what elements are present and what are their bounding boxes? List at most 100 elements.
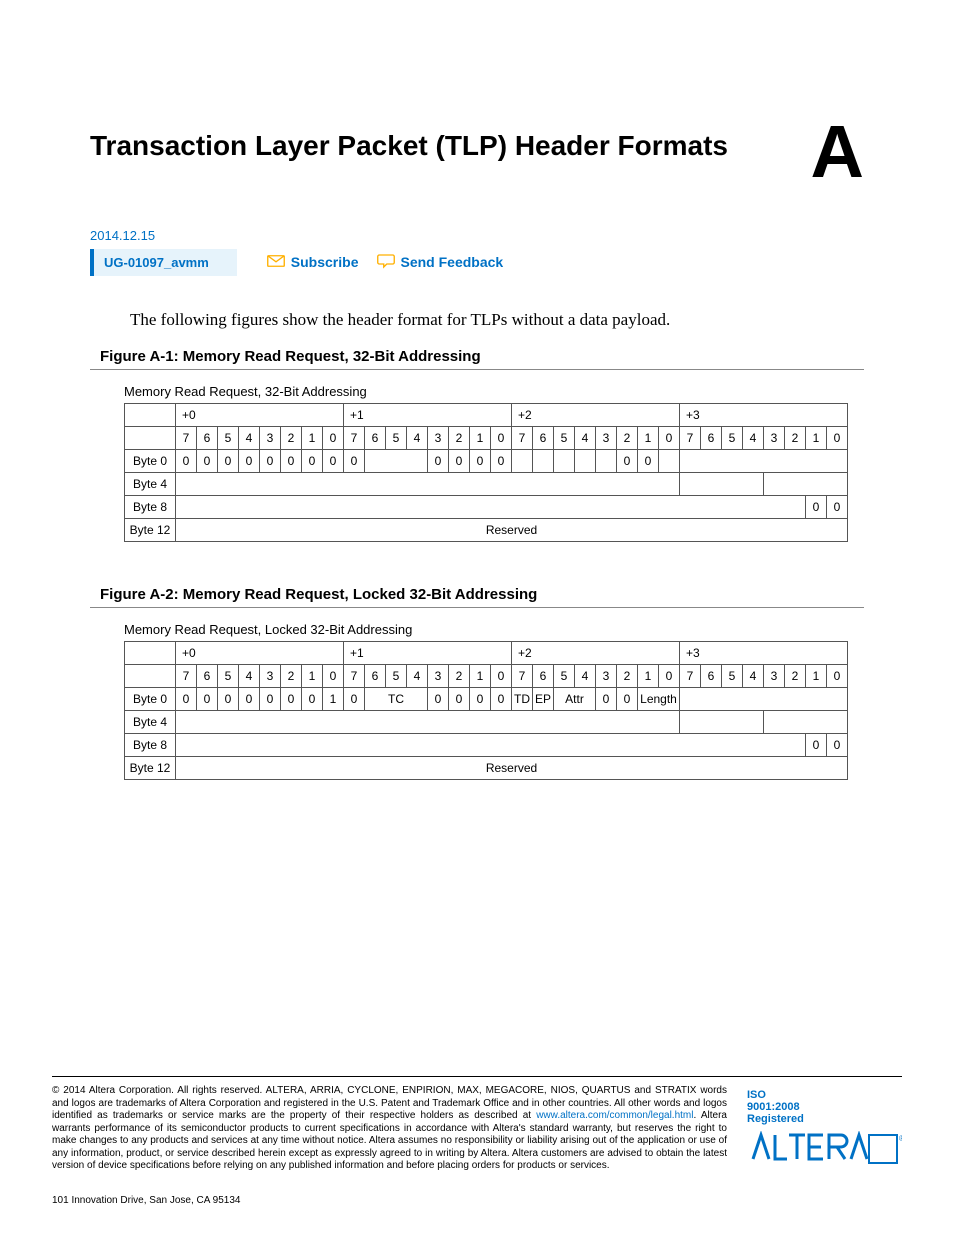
table-cell: 0: [218, 687, 239, 710]
bit-header: 1: [806, 664, 827, 687]
figure-caption: Memory Read Request, Locked 32-Bit Addre…: [124, 622, 864, 637]
iso-badge[interactable]: ISO 9001:2008 Registered: [747, 1085, 902, 1125]
bit-header: 5: [722, 426, 743, 449]
table-cell: 0: [491, 449, 512, 472]
bit-header: 2: [281, 426, 302, 449]
table-cell: 0: [470, 687, 491, 710]
bit-header: 7: [344, 426, 365, 449]
table-cell: 0: [302, 687, 323, 710]
table-cell: 0: [617, 449, 638, 472]
offset-header: +2: [512, 641, 680, 664]
bit-header: 4: [407, 664, 428, 687]
bit-header: 6: [365, 664, 386, 687]
table-cell: 0: [470, 449, 491, 472]
bit-header: 2: [617, 664, 638, 687]
table-cell: [764, 472, 848, 495]
address: 101 Innovation Drive, San Jose, CA 95134: [52, 1195, 727, 1208]
doc-id: UG-01097_avmm: [90, 249, 237, 276]
bit-header: 7: [176, 664, 197, 687]
bit-header: 5: [554, 426, 575, 449]
bit-header: 4: [239, 426, 260, 449]
bit-header: 4: [743, 664, 764, 687]
table-cell: [176, 733, 806, 756]
table-cell: [680, 449, 848, 472]
bit-header: 2: [785, 426, 806, 449]
table-cell: [680, 687, 848, 710]
table-cell: 0: [323, 449, 344, 472]
legal-url[interactable]: www.altera.com/common/legal.html: [536, 1110, 693, 1121]
feedback-link[interactable]: Send Feedback: [377, 252, 504, 273]
figure-rule: [90, 369, 864, 370]
table-cell: 0: [281, 449, 302, 472]
bit-header: 2: [785, 664, 806, 687]
appendix-letter: A: [811, 126, 864, 178]
bit-header: 0: [659, 664, 680, 687]
bit-header: 2: [449, 664, 470, 687]
table-cell: 0: [827, 495, 848, 518]
row-label: Byte 4: [125, 472, 176, 495]
offset-header: +2: [512, 403, 680, 426]
bit-header: 5: [218, 426, 239, 449]
table-cell: [680, 710, 764, 733]
row-label: Byte 12: [125, 756, 176, 779]
bit-header: 7: [344, 664, 365, 687]
row-label: Byte 4: [125, 710, 176, 733]
table-cell: 0: [197, 449, 218, 472]
bit-header: 0: [491, 426, 512, 449]
bit-header: 4: [743, 426, 764, 449]
offset-header: +3: [680, 641, 848, 664]
row-label: Byte 12: [125, 518, 176, 541]
table-cell: 0: [176, 449, 197, 472]
feedback-label: Send Feedback: [401, 254, 504, 270]
bit-header: 0: [659, 426, 680, 449]
svg-text:®: ®: [899, 1134, 902, 1143]
offset-header: +3: [680, 403, 848, 426]
bit-header: 1: [638, 664, 659, 687]
bit-header: 3: [260, 426, 281, 449]
table-cell: [680, 472, 764, 495]
iso-line3: Registered: [747, 1113, 902, 1125]
page-title: Transaction Layer Packet (TLP) Header Fo…: [90, 130, 728, 162]
figure-rule: [90, 607, 864, 608]
bit-header: 2: [617, 426, 638, 449]
table-cell: 0: [806, 495, 827, 518]
subscribe-link[interactable]: Subscribe: [267, 252, 359, 273]
bit-header: 1: [470, 664, 491, 687]
bit-header: 6: [365, 426, 386, 449]
table-corner: [125, 403, 176, 426]
table-cell: 0: [344, 687, 365, 710]
bit-header: 7: [512, 664, 533, 687]
table-cell: 0: [197, 687, 218, 710]
bit-header: 1: [302, 664, 323, 687]
tlp-table: +0+1+2+376543210765432107654321076543210…: [124, 641, 848, 780]
bit-header: 5: [218, 664, 239, 687]
figure-title: Figure A-2: Memory Read Request, Locked …: [100, 586, 864, 603]
bit-header: 6: [701, 664, 722, 687]
bit-header: 4: [575, 426, 596, 449]
iso-line2: 9001:2008: [747, 1101, 902, 1113]
bit-header: 1: [638, 426, 659, 449]
bit-header: 5: [386, 664, 407, 687]
table-cell: [125, 664, 176, 687]
row-label: Byte 0: [125, 449, 176, 472]
footer-rule: [52, 1076, 902, 1077]
table-cell: Attr: [554, 687, 596, 710]
row-label: Byte 0: [125, 687, 176, 710]
table-cell: 0: [638, 449, 659, 472]
table-cell: 0: [827, 733, 848, 756]
row-label: Byte 8: [125, 733, 176, 756]
table-cell: 0: [260, 449, 281, 472]
tlp-table: +0+1+2+376543210765432107654321076543210…: [124, 403, 848, 542]
bit-header: 3: [260, 664, 281, 687]
bit-header: 4: [407, 426, 428, 449]
table-cell: TD: [512, 687, 533, 710]
table-cell: 1: [323, 687, 344, 710]
bit-header: 0: [491, 664, 512, 687]
offset-header: +1: [344, 403, 512, 426]
bit-header: 7: [680, 664, 701, 687]
iso-line1: ISO: [747, 1089, 902, 1101]
bit-header: 0: [827, 426, 848, 449]
bit-header: 4: [239, 664, 260, 687]
bit-header: 7: [176, 426, 197, 449]
table-cell: [554, 449, 575, 472]
